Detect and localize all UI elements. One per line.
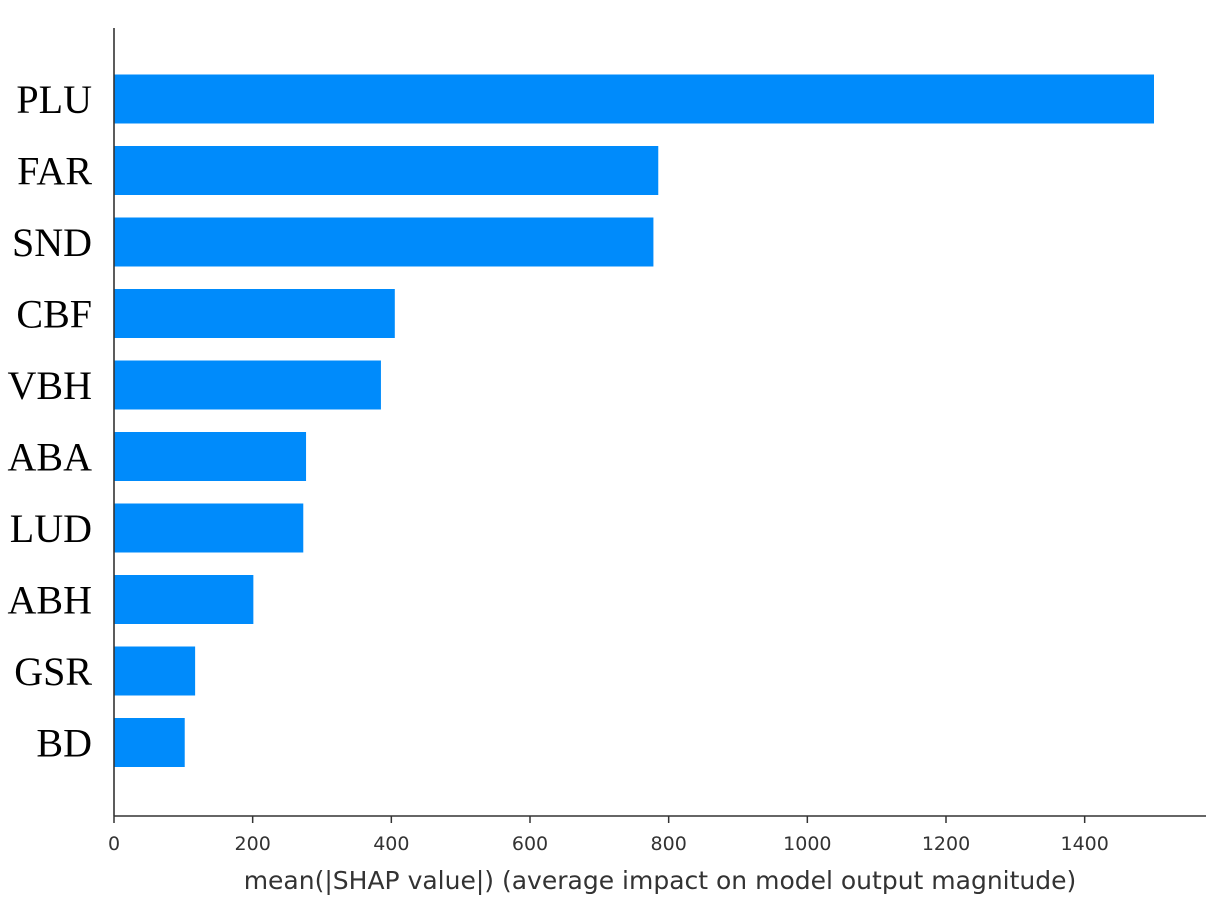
x-tick-label: 200: [235, 833, 271, 855]
category-label-bd: BD: [36, 721, 92, 766]
category-labels: PLU FAR SND CBF VBH ABA LUD ABH GSR BD: [8, 77, 93, 766]
x-tick-label: 0: [108, 833, 120, 855]
bar-far: [114, 146, 659, 195]
bar-group: [114, 74, 1154, 767]
x-tick-label: 1000: [783, 833, 831, 855]
x-tick-label: 1400: [1060, 833, 1108, 855]
bar-vbh: [114, 360, 381, 410]
x-tick-label: 400: [373, 833, 409, 855]
bar-gsr: [114, 646, 196, 696]
x-ticks: 0 200 400 600 800 1000 1200 1400: [108, 816, 1109, 855]
x-tick-label: 1200: [922, 833, 970, 855]
category-label-lud: LUD: [10, 506, 92, 551]
category-label-aba: ABA: [8, 435, 93, 480]
category-label-vbh: VBH: [8, 363, 92, 408]
bar-cbf: [114, 289, 395, 338]
category-label-abh: ABH: [8, 578, 92, 623]
category-label-far: FAR: [17, 149, 92, 194]
bar-snd: [114, 217, 654, 267]
category-label-snd: SND: [12, 220, 92, 265]
x-tick-label: 800: [651, 833, 687, 855]
bar-aba: [114, 432, 307, 481]
x-tick-label: 600: [512, 833, 548, 855]
category-label-gsr: GSR: [14, 649, 92, 694]
category-label-cbf: CBF: [16, 292, 92, 337]
bar-bd: [114, 718, 185, 767]
bar-abh: [114, 575, 254, 624]
bar-plu: [114, 74, 1154, 124]
category-label-plu: PLU: [16, 77, 92, 122]
bar-lud: [114, 503, 304, 553]
x-axis-title: mean(|SHAP value|) (average impact on mo…: [244, 866, 1077, 895]
